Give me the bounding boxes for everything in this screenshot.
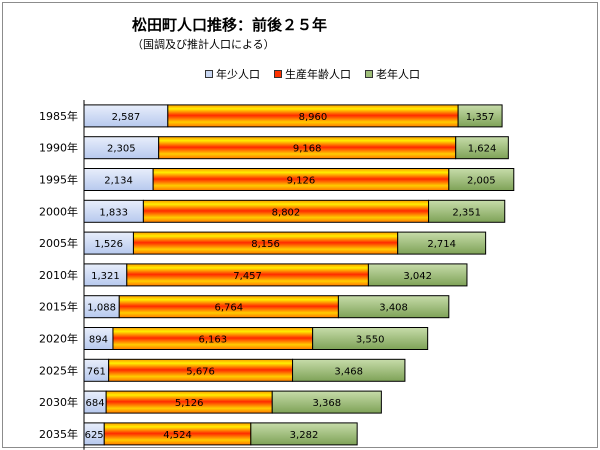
y-tick-label: 2030年 [39, 395, 78, 409]
legend-swatch-old [365, 70, 373, 78]
legend-label-old: 老年人口 [376, 68, 420, 81]
data-label-old: 3,408 [379, 303, 408, 314]
data-label-young: 684 [86, 398, 105, 409]
bar-old [428, 199, 506, 223]
data-label-working: 9,168 [293, 144, 322, 155]
data-label-old: 1,357 [466, 112, 495, 123]
legend-label-young: 年少人口 [216, 68, 260, 81]
data-label-young: 625 [85, 430, 104, 441]
data-label-young: 1,088 [87, 303, 116, 314]
data-label-working: 8,802 [272, 207, 301, 218]
data-label-old: 2,351 [452, 207, 481, 218]
legend-item-young: 年少人口 [205, 66, 260, 82]
y-tick-label: 1995年 [39, 173, 78, 187]
legend-swatch-working [274, 70, 282, 78]
y-tick-label: 2015年 [39, 300, 78, 314]
data-label-old: 3,282 [290, 430, 319, 441]
legend: 年少人口 生産年齢人口 老年人口 [205, 66, 420, 82]
data-label-old: 1,624 [468, 144, 497, 155]
data-label-old: 2,714 [427, 239, 456, 250]
data-label-working: 6,163 [198, 335, 227, 346]
y-tick-label: 2000年 [39, 204, 78, 218]
bar-old [455, 136, 509, 160]
bar-old [448, 168, 515, 191]
data-label-young: 2,305 [107, 144, 136, 155]
data-label-young: 761 [87, 366, 106, 377]
data-label-working: 5,676 [186, 366, 215, 377]
data-label-working: 9,126 [287, 176, 316, 187]
legend-swatch-young [205, 70, 213, 78]
data-label-old: 2,005 [467, 176, 496, 187]
data-label-working: 7,457 [233, 271, 262, 282]
bar-old [271, 390, 382, 414]
y-tick-label: 2025年 [39, 363, 78, 377]
data-label-working: 8,156 [251, 239, 280, 250]
data-label-working: 6,764 [215, 303, 244, 314]
data-label-young: 1,321 [91, 271, 120, 282]
y-tick-label: 2020年 [39, 332, 78, 346]
bar-old [250, 422, 358, 446]
legend-item-working: 生産年齢人口 [274, 66, 351, 82]
data-label-old: 3,468 [334, 366, 363, 377]
data-label-young: 2,587 [112, 112, 141, 123]
y-tick-label: 2005年 [39, 236, 78, 250]
chart-title: 松田町人口推移：前後２５年 [132, 16, 328, 34]
data-label-young: 1,526 [94, 239, 123, 250]
bar-old [292, 358, 406, 382]
data-label-young: 1,833 [99, 207, 128, 218]
y-tick-label: 2010年 [39, 268, 78, 282]
bar-old [337, 295, 450, 319]
data-label-old: 3,550 [356, 335, 385, 346]
data-label-working: 4,524 [163, 430, 192, 441]
y-tick-label: 1990年 [39, 141, 78, 155]
data-label-old: 3,368 [312, 398, 341, 409]
data-label-working: 8,960 [299, 112, 328, 123]
y-tick-label: 1985年 [39, 109, 78, 123]
legend-label-working: 生産年齢人口 [285, 68, 351, 81]
data-label-young: 894 [89, 335, 108, 346]
bar-old [457, 104, 503, 128]
data-label-old: 3,042 [403, 271, 432, 282]
chart-subtitle: （国調及び推計人口による） [132, 38, 275, 51]
bar-old [397, 231, 487, 255]
bar-old [312, 327, 429, 350]
y-tick-label: 2035年 [39, 427, 78, 441]
data-label-young: 2,134 [104, 176, 133, 187]
data-label-working: 5,126 [175, 398, 204, 409]
bar-old [367, 263, 468, 287]
legend-item-old: 老年人口 [365, 66, 420, 82]
